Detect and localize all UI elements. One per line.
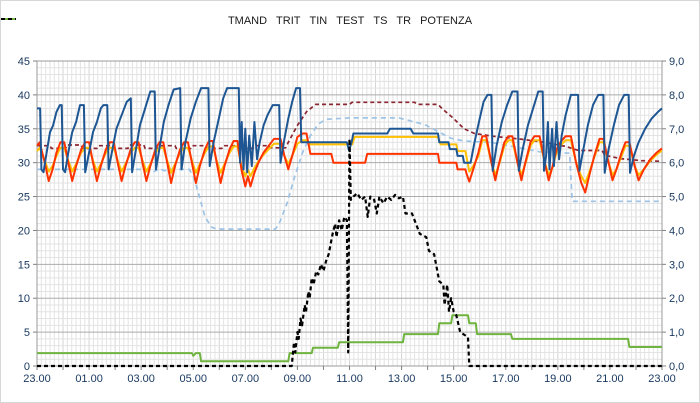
legend-label-tmand: TMAND	[227, 15, 268, 27]
legend-item-trit: TRIT	[1, 15, 301, 27]
series-test-line	[37, 314, 662, 363]
legend-label-tin: TIN	[309, 15, 328, 27]
chart-legend: TMAND TRIT TIN TEST TS TR POTENZA	[1, 15, 699, 27]
axis-labels: 23.00 01.00 03.00 05.00 07.00 09.00 11.00 13.00…	[18, 56, 685, 385]
x-axis-tick-label: 09.00	[284, 373, 312, 385]
y-axis-left-tick-label: 10	[18, 293, 30, 305]
series-layer	[36, 87, 663, 368]
x-axis-tick-label: 13.00	[388, 373, 416, 385]
y-axis-right-tick-label: 8,0	[669, 90, 684, 102]
legend-label-test: TEST	[336, 15, 365, 27]
legend-item-tmand: TMAND	[1, 15, 268, 27]
y-axis-right-tick-label: 4,0	[669, 225, 684, 237]
x-axis-tick-label: 15.00	[440, 373, 468, 385]
y-axis-left-tick-label: 40	[18, 90, 30, 102]
y-axis-right-tick-label: 0,0	[669, 361, 684, 373]
x-axis-tick-label: 03.00	[127, 373, 155, 385]
legend-label-tr: TR	[396, 15, 412, 27]
y-axis-left-tick-label: 25	[18, 192, 30, 204]
x-axis-tick-label: 21.00	[596, 373, 624, 385]
series-tr-line	[37, 117, 662, 230]
x-axis-tick-label: 11.00	[336, 373, 363, 385]
y-axis-left-tick-label: 30	[18, 158, 30, 170]
y-axis-right-tick-label: 7,0	[669, 124, 684, 136]
y-axis-right-tick-label: 3,0	[669, 259, 684, 271]
y-axis-left-tick-label: 35	[18, 124, 30, 136]
y-axis-left-tick-label: 45	[18, 56, 30, 68]
y-axis-right-tick-label: 6,0	[669, 158, 684, 170]
legend-item-test: TEST	[1, 15, 365, 27]
x-axis-tick-label: 23.00	[648, 373, 676, 385]
x-axis-tick-label: 19.00	[544, 373, 572, 385]
y-axis-left-tick-label: 15	[18, 259, 30, 271]
x-axis-tick-label: 07.00	[232, 373, 260, 385]
y-axis-right-tick-label: 1,0	[669, 327, 684, 339]
legend-label-potenza: POTENZA	[420, 15, 473, 27]
legend-label-ts: TS	[373, 15, 388, 27]
legend-label-trit: TRIT	[276, 15, 301, 27]
legend-item-tin: TIN	[1, 15, 328, 27]
legend-swatch-potenza-line-icon	[1, 18, 16, 20]
y-axis-left-tick-label: 0	[24, 361, 30, 373]
legend-item-ts: TS	[1, 15, 388, 27]
x-axis-tick-label: 01.00	[75, 373, 103, 385]
y-axis-right-tick-label: 2,0	[669, 293, 684, 305]
x-axis-tick-label: 05.00	[179, 373, 207, 385]
legend-item-potenza: POTENZA	[1, 15, 473, 27]
legend-item-tr: TR	[1, 15, 412, 27]
y-axis-left-tick-label: 5	[24, 327, 30, 339]
x-axis-tick-label: 17.00	[492, 373, 520, 385]
y-axis-right-tick-label: 9,0	[669, 56, 684, 68]
series-tmand-line	[37, 87, 663, 174]
y-axis-right-tick-label: 5,0	[669, 192, 684, 204]
y-axis-left-tick-label: 20	[18, 225, 30, 237]
x-axis-tick-label: 23.00	[23, 373, 51, 385]
